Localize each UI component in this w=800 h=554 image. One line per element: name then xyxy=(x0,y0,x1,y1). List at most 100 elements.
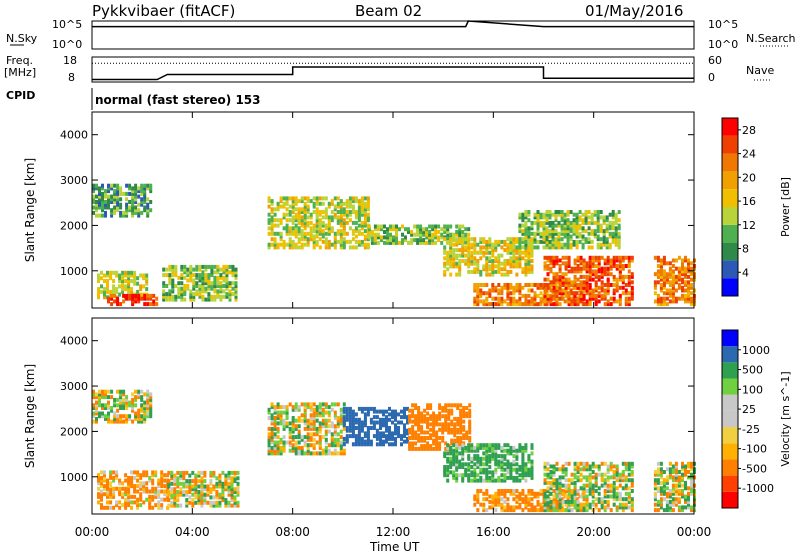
data-cell xyxy=(176,495,180,500)
data-cell xyxy=(485,470,489,475)
data-cell xyxy=(455,256,459,261)
data-cell xyxy=(558,258,562,263)
data-cell xyxy=(476,250,480,255)
data-cell xyxy=(297,199,301,204)
data-cell xyxy=(327,226,331,231)
data-cell xyxy=(653,299,657,304)
data-cell xyxy=(671,508,675,513)
data-cell xyxy=(197,495,201,500)
data-cell xyxy=(294,418,298,423)
data-cell xyxy=(157,481,161,486)
data-cell xyxy=(602,239,606,244)
data-cell xyxy=(488,459,492,464)
data-cell xyxy=(306,418,310,423)
data-cell xyxy=(476,259,480,263)
data-cell xyxy=(582,264,586,268)
data-cell xyxy=(189,297,193,302)
data-cell xyxy=(624,502,628,507)
data-cell xyxy=(149,395,153,400)
data-cell xyxy=(444,419,448,424)
data-cell xyxy=(385,420,388,425)
data-cell xyxy=(330,201,334,206)
data-cell xyxy=(533,302,537,307)
data-cell xyxy=(485,456,489,461)
data-cell xyxy=(581,237,585,242)
data-cell xyxy=(536,210,540,214)
data-cell xyxy=(107,194,110,199)
data-cell xyxy=(509,505,513,510)
data-cell xyxy=(171,286,175,291)
data-cell xyxy=(524,231,528,236)
data-cell xyxy=(512,242,516,247)
data-cell xyxy=(566,497,570,502)
data-cell xyxy=(131,302,135,307)
data-cell xyxy=(109,500,113,505)
data-cell xyxy=(386,240,389,245)
data-cell xyxy=(435,416,439,421)
colorbar-tick-label: 24 xyxy=(742,148,756,161)
data-cell xyxy=(579,299,583,304)
data-cell xyxy=(546,461,550,466)
data-cell xyxy=(572,212,576,217)
data-cell xyxy=(330,242,334,247)
data-cell xyxy=(92,194,95,199)
data-cell xyxy=(465,433,469,438)
data-cell xyxy=(351,426,355,430)
data-cell xyxy=(330,435,334,440)
data-cell xyxy=(662,480,666,485)
data-cell xyxy=(179,487,183,492)
data-cell xyxy=(512,253,516,258)
data-cell xyxy=(173,500,177,505)
data-cell xyxy=(600,461,604,466)
data-cell xyxy=(491,451,495,456)
data-cell xyxy=(521,448,525,453)
data-cell xyxy=(539,296,543,301)
data-cell xyxy=(591,461,595,466)
data-cell xyxy=(473,473,477,478)
data-cell xyxy=(110,197,114,202)
data-cell xyxy=(233,470,237,475)
colorbar-tick-label: -1000 xyxy=(742,482,774,495)
data-cell xyxy=(285,212,289,217)
data-cell xyxy=(185,479,189,484)
data-cell xyxy=(659,274,663,279)
data-cell xyxy=(139,484,143,489)
data-cell xyxy=(609,494,613,499)
data-cell xyxy=(185,490,189,494)
data-cell xyxy=(324,445,328,450)
data-cell xyxy=(608,234,612,239)
data-cell xyxy=(494,491,498,496)
data-cell xyxy=(585,269,589,274)
data-cell xyxy=(351,207,355,212)
data-cell xyxy=(101,406,104,410)
data-cell xyxy=(677,296,681,301)
data-cell xyxy=(279,451,283,456)
data-cell xyxy=(367,230,371,234)
data-cell xyxy=(485,467,489,472)
data-cell xyxy=(425,235,429,240)
data-cell xyxy=(681,478,684,483)
data-cell xyxy=(174,294,178,299)
velocity-cells xyxy=(92,389,696,513)
data-cell xyxy=(321,231,325,236)
data-cell xyxy=(681,508,684,513)
data-cell xyxy=(443,272,447,277)
data-cell xyxy=(300,223,304,228)
data-cell xyxy=(417,416,421,421)
data-cell xyxy=(113,416,117,421)
data-cell xyxy=(521,293,525,298)
data-cell xyxy=(200,487,204,492)
data-cell xyxy=(189,267,193,272)
data-cell xyxy=(549,288,553,293)
data-cell xyxy=(131,293,135,298)
data-cell xyxy=(659,269,663,274)
data-cell xyxy=(539,220,543,225)
data-cell xyxy=(423,419,427,424)
data-cell xyxy=(360,242,364,247)
data-cell xyxy=(185,481,189,486)
data-cell xyxy=(491,283,495,287)
data-cell xyxy=(576,283,580,287)
data-cell xyxy=(179,473,183,478)
data-cell xyxy=(618,302,622,307)
data-cell xyxy=(555,274,559,279)
